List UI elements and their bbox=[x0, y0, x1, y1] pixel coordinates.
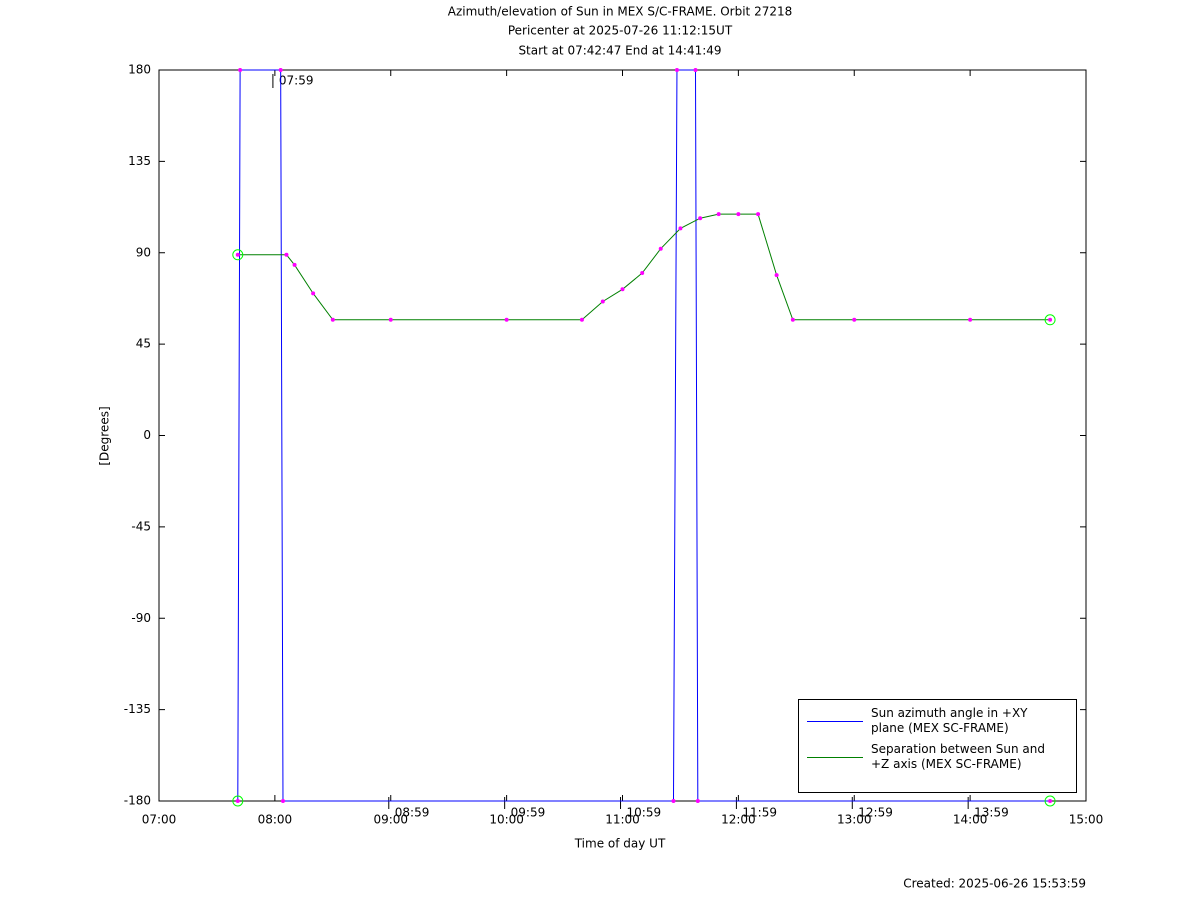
endpoint-marker bbox=[232, 249, 244, 261]
annotation: 09:59 bbox=[511, 806, 546, 820]
footer: Created: 2025-06-26 15:53:59 bbox=[903, 877, 1086, 891]
data-point bbox=[790, 317, 795, 322]
data-point bbox=[235, 799, 240, 803]
y-tick-label: -45 bbox=[131, 519, 151, 533]
data-point bbox=[1048, 317, 1053, 322]
x-tick-label: 10:00 bbox=[489, 813, 524, 827]
x-tick-label: 09:00 bbox=[373, 813, 408, 827]
chart-subtitle: Pericenter at 2025-07-26 11:12:15UT bbox=[508, 24, 733, 38]
y-tick-label: 45 bbox=[136, 337, 151, 351]
data-point bbox=[620, 287, 625, 292]
plot-frame bbox=[158, 69, 1087, 802]
x-tick-label: 15:00 bbox=[1069, 813, 1104, 827]
data-point bbox=[388, 317, 393, 322]
legend-swatch bbox=[807, 756, 863, 758]
y-tick-label: 135 bbox=[128, 154, 151, 168]
annotation: 13:59 bbox=[974, 806, 1009, 820]
y-tick-label: 180 bbox=[128, 63, 151, 77]
legend-swatch bbox=[807, 720, 863, 722]
data-point bbox=[1048, 799, 1053, 803]
data-point bbox=[774, 273, 779, 278]
data-point bbox=[504, 317, 509, 322]
endpoint-marker bbox=[1044, 795, 1056, 807]
annotation: 12:59 bbox=[858, 806, 893, 820]
data-point bbox=[600, 299, 605, 304]
x-tick-label: 13:00 bbox=[837, 813, 872, 827]
annotation: 07:59 bbox=[279, 74, 314, 88]
endpoint-marker bbox=[232, 795, 244, 807]
data-point bbox=[235, 252, 240, 257]
series-line bbox=[237, 213, 1051, 321]
data-point bbox=[278, 68, 283, 72]
endpoint-marker bbox=[1044, 314, 1056, 326]
data-point bbox=[284, 252, 289, 257]
chart-subtitle: Start at 07:42:47 End at 14:41:49 bbox=[518, 44, 721, 58]
data-point bbox=[678, 226, 683, 231]
x-tick-label: 07:00 bbox=[142, 813, 177, 827]
legend-label: Sun azimuth angle in +XY plane (MEX SC-F… bbox=[871, 706, 1028, 735]
series-line bbox=[237, 69, 1051, 802]
y-tick-label: 0 bbox=[143, 428, 151, 442]
y-tick-label: 90 bbox=[136, 245, 151, 259]
data-point bbox=[698, 216, 703, 221]
legend-label: Separation between Sun and +Z axis (MEX … bbox=[871, 742, 1045, 771]
legend-item: Separation between Sun and +Z axis (MEX … bbox=[807, 742, 1068, 772]
data-point bbox=[640, 271, 645, 276]
legend-item: Sun azimuth angle in +XY plane (MEX SC-F… bbox=[807, 706, 1068, 736]
chart-title: Azimuth/elevation of Sun in MEX S/C-FRAM… bbox=[448, 5, 793, 19]
x-tick-label: 11:00 bbox=[605, 813, 640, 827]
data-point bbox=[280, 799, 285, 803]
data-point bbox=[674, 68, 679, 72]
data-point bbox=[671, 799, 676, 803]
annotation: 08:59 bbox=[395, 806, 430, 820]
x-tick-label: 08:00 bbox=[258, 813, 293, 827]
x-tick-label: 12:00 bbox=[721, 813, 756, 827]
y-axis-label: [Degrees] bbox=[98, 406, 112, 465]
legend: Sun azimuth angle in +XY plane (MEX SC-F… bbox=[798, 699, 1077, 793]
data-point bbox=[695, 799, 700, 803]
data-point bbox=[579, 317, 584, 322]
data-point bbox=[968, 317, 973, 322]
data-point bbox=[693, 68, 698, 72]
y-tick-label: -135 bbox=[124, 702, 151, 716]
x-tick-label: 14:00 bbox=[953, 813, 988, 827]
data-point bbox=[852, 317, 857, 322]
data-point bbox=[292, 262, 297, 267]
y-tick-label: -180 bbox=[124, 794, 151, 808]
annotation: 10:59 bbox=[627, 806, 662, 820]
y-tick-label: -90 bbox=[131, 611, 151, 625]
data-point bbox=[736, 212, 741, 217]
data-point bbox=[330, 317, 335, 322]
data-point bbox=[716, 212, 721, 217]
x-axis-label: Time of day UT bbox=[574, 837, 666, 851]
data-point bbox=[756, 212, 761, 217]
data-point bbox=[238, 68, 243, 72]
data-point bbox=[311, 291, 316, 296]
data-point bbox=[658, 246, 663, 251]
annotation: 11:59 bbox=[742, 806, 777, 820]
